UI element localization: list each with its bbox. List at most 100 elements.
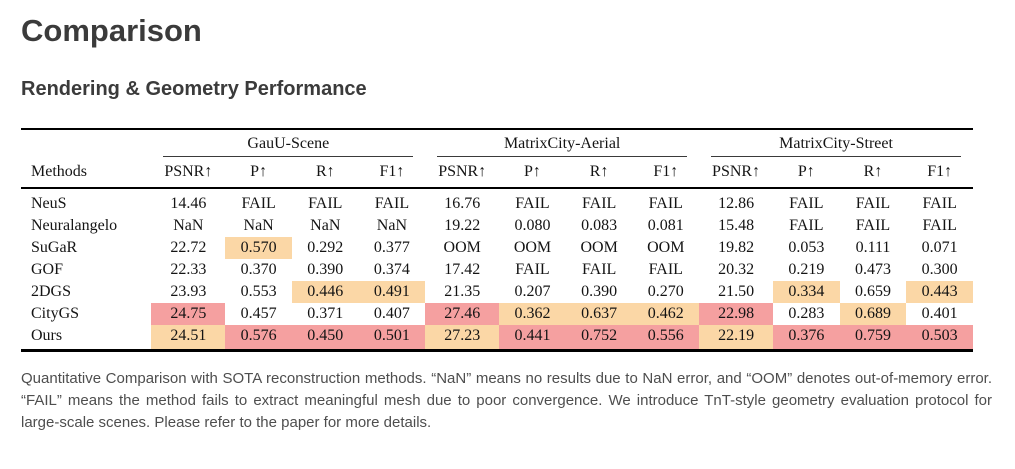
metric-cell: NaN <box>243 216 274 234</box>
metric-cell: 21.50 <box>718 282 755 300</box>
metric-cell: FAIL <box>648 194 683 212</box>
table-row: Ours 24.51 0.576 0.450 0.501 27.23 0.441 0.752 0… <box>21 324 973 351</box>
metric-cell: 0.207 <box>514 282 551 300</box>
metric-cell: 0.362 <box>499 302 566 325</box>
metric-header-cell: R↑ <box>565 156 633 189</box>
metric-cell: 0.080 <box>514 216 551 234</box>
metric-cell: 0.407 <box>373 304 410 322</box>
metric-header-cell: PSNR↑ <box>699 156 774 189</box>
group-header-matrixcity-street: MatrixCity-Street <box>699 129 973 157</box>
metric-cell: 0.689 <box>839 302 907 325</box>
metric-header-cell: F1↑ <box>906 156 973 189</box>
metric-cell: OOM <box>443 238 481 256</box>
metric-header-cell: F1↑ <box>632 156 700 189</box>
metric-cell: NaN <box>310 216 341 234</box>
group-label: MatrixCity-Aerial <box>437 135 688 157</box>
metric-header-cell: P↑ <box>773 156 840 189</box>
metric-header-cell: R↑ <box>839 156 907 189</box>
metric-cell: 20.32 <box>718 260 755 278</box>
table-body: NeuS 14.46 FAIL FAIL FAIL 16.76 FAIL FAIL FAIL 12… <box>21 188 973 351</box>
metric-cell: OOM <box>513 238 552 256</box>
metric-cell: 0.053 <box>788 238 825 256</box>
metric-cell: 0.292 <box>307 238 344 256</box>
method-name: SuGaR <box>31 238 78 256</box>
metric-cell: OOM <box>580 238 618 256</box>
metric-cell: OOM <box>647 238 685 256</box>
metric-cell: 0.659 <box>854 282 891 300</box>
metric-cell: 0.637 <box>565 302 633 325</box>
metric-cell: 22.98 <box>699 302 774 325</box>
metric-cell: FAIL <box>855 216 891 234</box>
metric-cell: 23.93 <box>170 282 207 300</box>
method-name: NeuS <box>31 194 67 212</box>
metric-cell: FAIL <box>789 194 824 212</box>
table-row: SuGaR 22.72 0.570 0.292 0.377 OOM OOM OOM OOM 19.… <box>21 236 973 259</box>
metric-cell: 19.22 <box>444 216 481 234</box>
metric-cell: 0.111 <box>855 238 891 256</box>
metric-cell: 0.390 <box>581 282 618 300</box>
metric-cell: 27.46 <box>425 302 500 325</box>
comparison-table: Methods GauU-Scene MatrixCity-Aerial Mat… <box>21 127 973 352</box>
table-row: Neuralangelo NaN NaN NaN NaN 19.22 0.080 0.083 0… <box>21 215 973 237</box>
metric-cell: 0.081 <box>647 216 684 234</box>
metric-cell: 0.371 <box>307 304 344 322</box>
metric-cell: 22.33 <box>170 260 207 278</box>
metric-cell: FAIL <box>308 194 343 212</box>
group-label: GauU-Scene <box>163 135 414 157</box>
table-caption: Quantitative Comparison with SOTA recons… <box>21 369 992 431</box>
metric-cell: 0.374 <box>373 260 410 278</box>
metric-cell: 0.283 <box>788 304 825 322</box>
metric-cell: FAIL <box>515 260 550 278</box>
method-name: Neuralangelo <box>31 216 118 234</box>
metric-cell: 0.219 <box>788 260 825 278</box>
group-header-row: Methods GauU-Scene MatrixCity-Aerial Mat… <box>21 128 973 189</box>
metric-cell: 0.270 <box>647 282 684 300</box>
metric-cell: FAIL <box>515 194 550 212</box>
metric-cell: 0.377 <box>373 238 410 256</box>
method-name: Ours <box>31 326 63 344</box>
metric-cell: 0.457 <box>240 304 277 322</box>
metric-cell: FAIL <box>374 194 410 212</box>
metric-cell: 17.42 <box>444 260 481 278</box>
metric-cell: 27.23 <box>425 324 500 351</box>
section-subtitle: Rendering & Geometry Performance <box>21 77 367 100</box>
metric-header-cell: PSNR↑ <box>151 156 226 189</box>
method-name: 2DGS <box>31 282 72 300</box>
method-name: GOF <box>31 260 64 278</box>
metric-header-cell: P↑ <box>225 156 292 189</box>
metric-cell: 0.759 <box>839 324 907 351</box>
metric-cell: 0.576 <box>225 324 292 351</box>
metric-cell: 24.75 <box>151 302 226 325</box>
group-header-matrixcity-aerial: MatrixCity-Aerial <box>425 129 699 157</box>
table-row: NeuS 14.46 FAIL FAIL FAIL 16.76 FAIL FAIL FAIL 12… <box>21 188 973 215</box>
metric-cell: FAIL <box>922 216 957 234</box>
metric-cell: 21.35 <box>444 282 481 300</box>
metric-cell: 0.376 <box>773 324 840 351</box>
methods-header-cell: Methods <box>21 128 152 189</box>
metric-cell: 0.450 <box>291 324 359 351</box>
metric-cell: 22.72 <box>170 238 207 256</box>
metric-cell: 0.370 <box>240 260 277 278</box>
metric-cell: 0.491 <box>358 280 426 303</box>
metric-cell: 0.390 <box>307 260 344 278</box>
metric-cell: NaN <box>376 216 408 234</box>
table-header: Methods GauU-Scene MatrixCity-Aerial Mat… <box>21 128 973 189</box>
metric-cell: 0.446 <box>291 280 359 303</box>
metric-cell: 0.300 <box>921 260 958 278</box>
metric-cell: 19.82 <box>718 238 755 256</box>
metric-cell: FAIL <box>581 194 617 212</box>
group-label: MatrixCity-Street <box>711 135 961 157</box>
metric-header-cell: R↑ <box>291 156 359 189</box>
table-row: 2DGS 23.93 0.553 0.446 0.491 21.35 0.207 0.390 0… <box>21 280 973 303</box>
table-row: GOF 22.33 0.370 0.390 0.374 17.42 FAIL FAIL FAIL… <box>21 259 973 281</box>
group-header-gauu-scene: GauU-Scene <box>151 129 425 157</box>
metric-cell: 0.752 <box>565 324 633 351</box>
metric-cell: FAIL <box>581 260 617 278</box>
metric-cell: 0.570 <box>225 236 292 259</box>
metric-cell: 0.334 <box>773 280 840 303</box>
metric-cell: 0.553 <box>240 282 277 300</box>
metric-cell: 0.083 <box>581 216 618 234</box>
metric-cell: 0.501 <box>358 324 426 351</box>
metric-cell: FAIL <box>648 260 683 278</box>
metric-cell: 0.473 <box>854 260 891 278</box>
